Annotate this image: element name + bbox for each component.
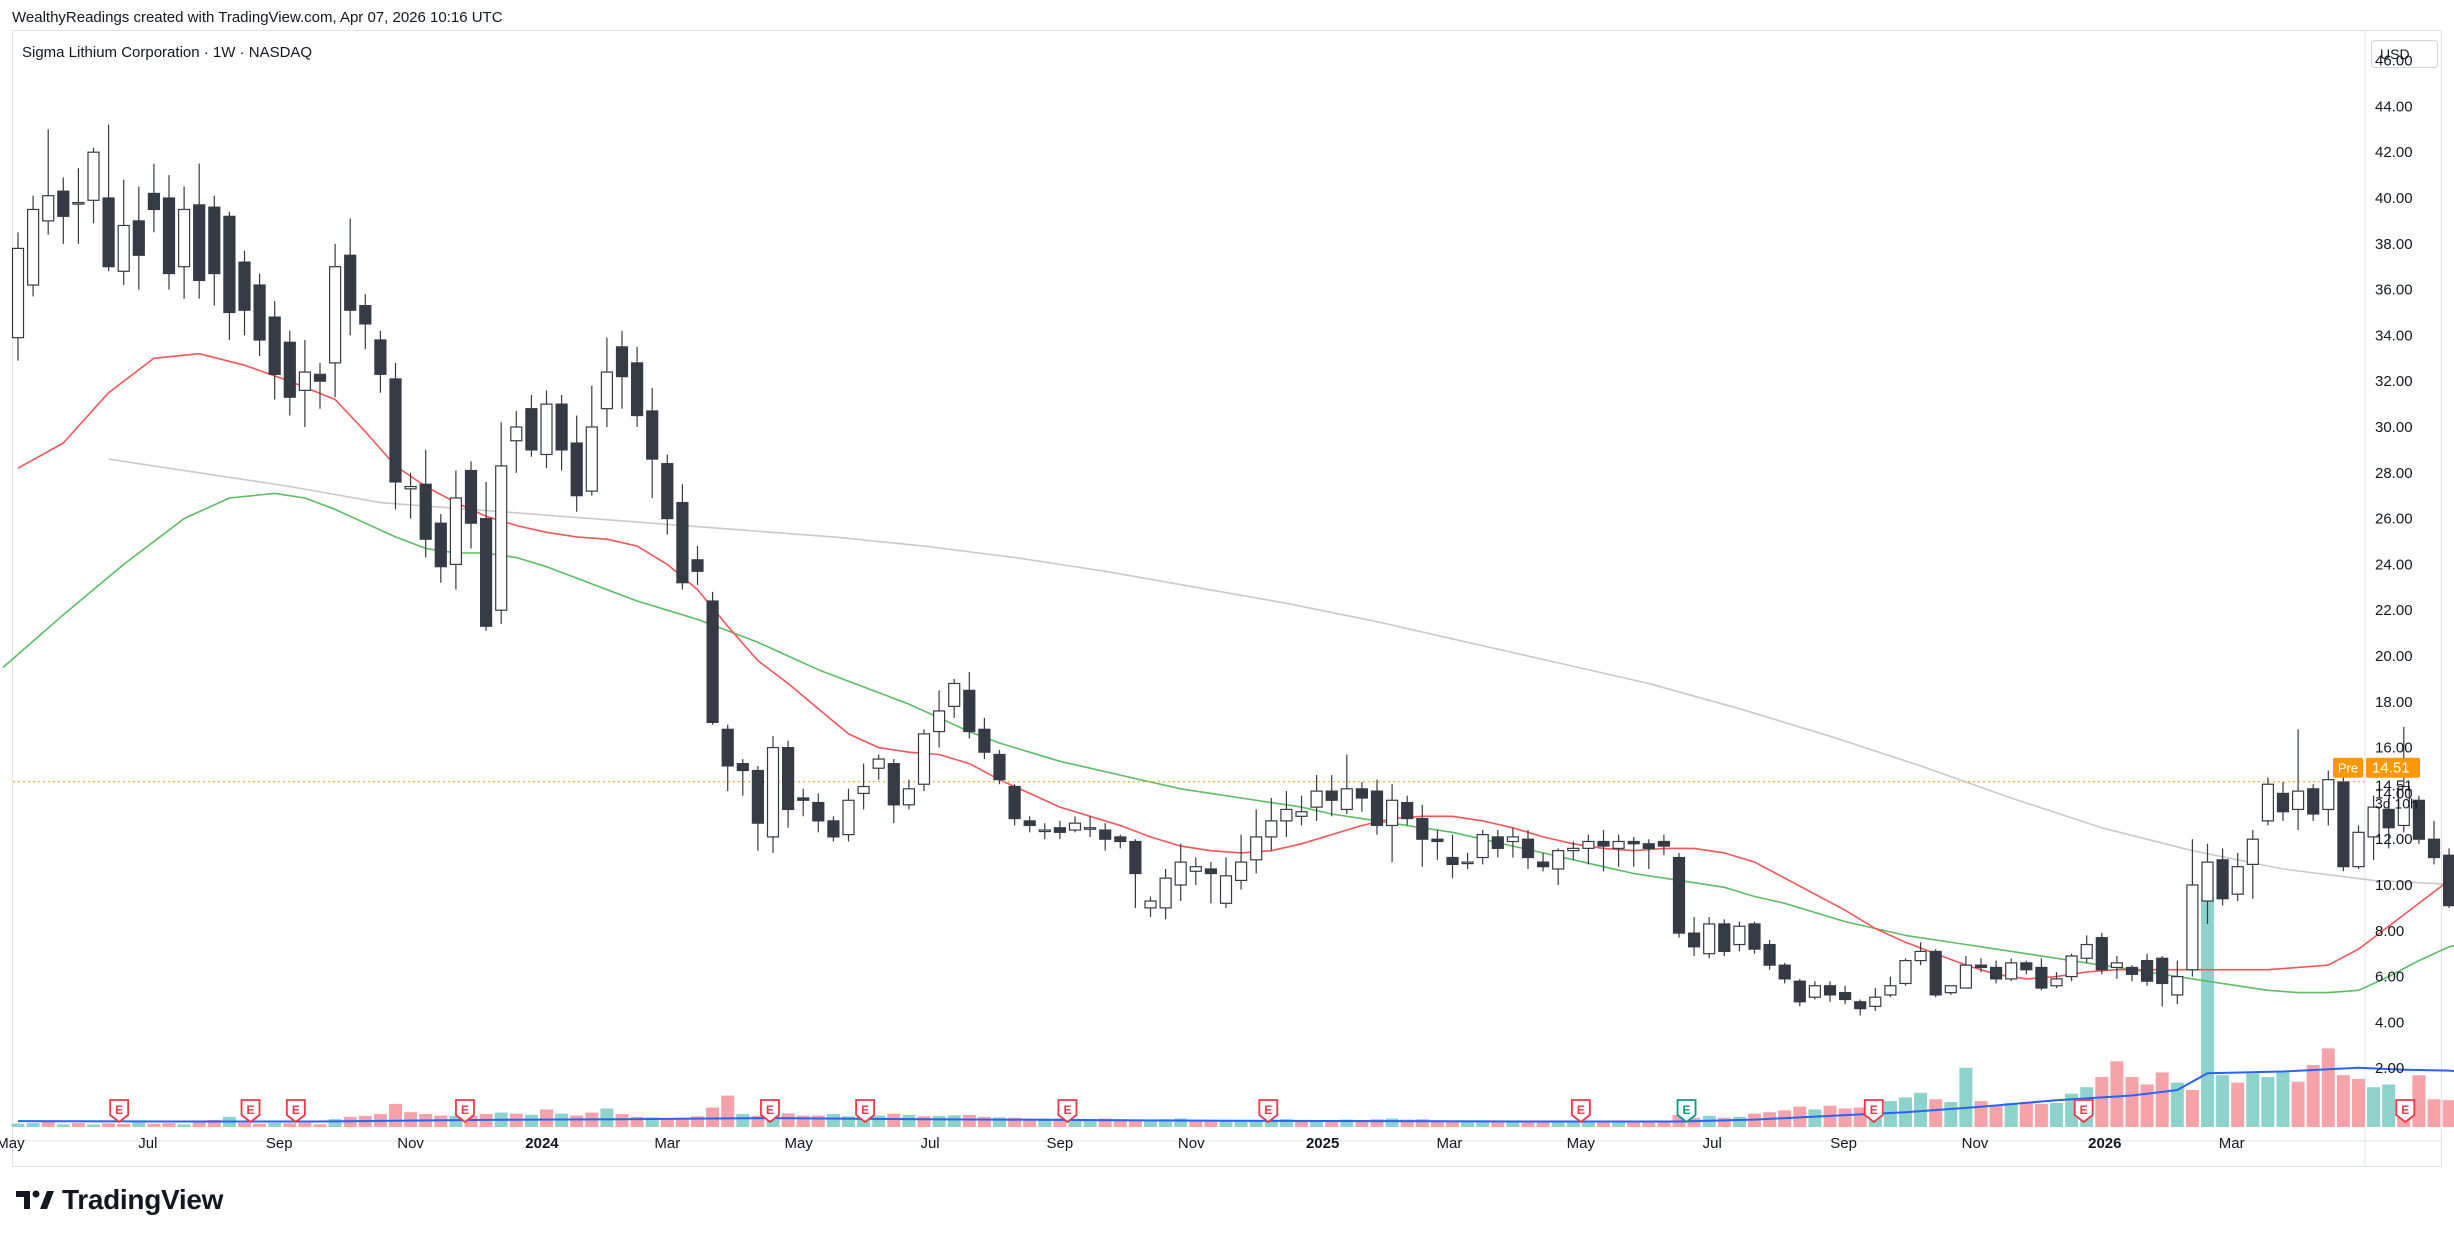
brand-name: TradingView [62, 1184, 224, 1215]
tradingview-logo-icon [16, 1190, 54, 1209]
candle-body [2443, 854, 2454, 907]
chart-frame [12, 30, 2442, 1167]
symbol-title[interactable]: Sigma Lithium Corporation · 1W · NASDAQ [22, 44, 313, 61]
currency-selector[interactable]: USD [2371, 40, 2438, 68]
tradingview-brand[interactable]: TradingView [14, 1184, 223, 1216]
volume-bar [2442, 1100, 2454, 1127]
chart-credit: WealthyReadings created with TradingView… [12, 9, 503, 26]
